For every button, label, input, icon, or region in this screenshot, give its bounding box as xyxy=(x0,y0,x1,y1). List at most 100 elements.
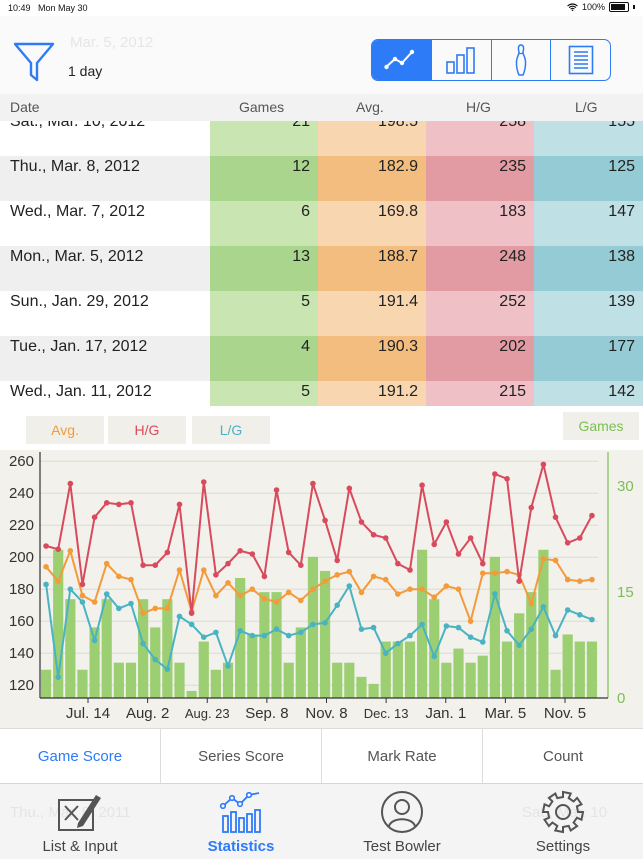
hg-point xyxy=(225,560,231,567)
lg-point xyxy=(116,605,122,612)
table-row[interactable]: Wed., Jan. 11, 2012 5 191.2 215 142 xyxy=(0,381,643,406)
lg-point xyxy=(188,621,195,628)
row-games: 5 xyxy=(210,291,318,336)
battery-icon xyxy=(609,2,629,12)
lg-point xyxy=(273,626,280,632)
y-tick-right: 30 xyxy=(617,478,634,495)
tab-game-score[interactable]: Game Score xyxy=(0,729,161,784)
range-label: 1 day xyxy=(68,63,103,79)
lg-point xyxy=(540,604,547,610)
filter-icon[interactable] xyxy=(12,40,56,84)
avg-point xyxy=(443,583,450,589)
lg-point xyxy=(419,621,425,628)
games-bar xyxy=(356,676,367,698)
header: Mar. 5, 2012 1 day xyxy=(0,16,643,94)
table-row[interactable]: Sat., Mar. 10, 2012 21 198.5 258 155 xyxy=(0,121,643,156)
lg-point xyxy=(516,642,522,648)
hg-point xyxy=(382,535,389,541)
games-bar xyxy=(162,599,173,698)
tab-statistics[interactable]: Statistics xyxy=(161,790,321,859)
hg-point xyxy=(407,567,413,573)
games-bar xyxy=(271,592,282,698)
view-segmented-control xyxy=(371,39,611,81)
list-view-button[interactable] xyxy=(551,40,610,80)
game-score-chart: 260 240 220 200 180 160 140 120 30 15 0 Jul. 14 Aug.… xyxy=(0,450,643,728)
bar-chart-icon xyxy=(446,47,475,74)
avg-point xyxy=(310,586,316,592)
hg-point xyxy=(79,581,86,588)
hg-point xyxy=(577,535,583,541)
avg-point xyxy=(358,589,365,596)
row-games: 13 xyxy=(210,246,318,291)
y-tick-left: 120 xyxy=(9,677,34,694)
lg-point xyxy=(310,621,316,628)
status-bar: 10:49 Mon May 30 100% xyxy=(0,0,643,16)
games-bar xyxy=(319,570,331,698)
legend-avg-toggle[interactable]: Avg. xyxy=(26,416,104,444)
table-header: Date Games Avg. H/G L/G xyxy=(0,94,643,121)
games-bar xyxy=(404,641,416,698)
table-row[interactable]: Wed., Mar. 7, 2012 6 169.8 183 147 xyxy=(0,201,643,246)
lg-point xyxy=(213,629,219,636)
hg-point xyxy=(91,514,98,520)
tab-mark-rate[interactable]: Mark Rate xyxy=(322,729,483,784)
table-row[interactable]: Thu., Mar. 8, 2012 12 182.9 235 125 xyxy=(0,156,643,201)
games-bar xyxy=(40,669,52,698)
pin-view-button[interactable] xyxy=(492,40,552,80)
lg-point xyxy=(237,628,243,634)
tab-series-score[interactable]: Series Score xyxy=(161,729,322,784)
bowling-pin-icon xyxy=(515,44,527,76)
games-bar xyxy=(150,627,161,698)
tab-test-bowler-label: Test Bowler xyxy=(363,838,441,855)
lg-point xyxy=(249,632,256,639)
tab-settings[interactable]: Settings xyxy=(483,790,643,859)
lg-point xyxy=(334,602,340,608)
row-lg: 139 xyxy=(534,291,643,336)
avg-series-line xyxy=(45,547,593,625)
row-games: 21 xyxy=(210,121,318,156)
bar-chart-view-button[interactable] xyxy=(432,40,492,80)
games-bar xyxy=(89,627,100,698)
hg-point xyxy=(395,560,401,567)
line-chart-view-button[interactable] xyxy=(372,40,432,80)
row-lg: 142 xyxy=(534,381,643,406)
lg-point xyxy=(504,628,510,634)
avg-point xyxy=(455,586,462,592)
avg-point xyxy=(249,586,256,592)
row-games: 5 xyxy=(210,381,318,406)
legend-lg-toggle[interactable]: L/G xyxy=(192,416,270,444)
avg-point xyxy=(589,576,595,583)
column-header-hg: H/G xyxy=(466,99,491,115)
hg-point xyxy=(346,485,353,492)
legend-games-toggle[interactable]: Games xyxy=(563,412,639,440)
games-bar xyxy=(429,599,440,698)
hg-point xyxy=(504,476,510,482)
games-bar xyxy=(465,662,476,698)
row-date: Sat., Mar. 10, 2012 xyxy=(0,121,210,156)
table-row[interactable]: Sun., Jan. 29, 2012 5 191.4 252 139 xyxy=(0,291,643,336)
lg-point xyxy=(67,586,74,592)
tab-count[interactable]: Count xyxy=(542,748,584,765)
table-row[interactable]: Mon., Mar. 5, 2012 13 188.7 248 138 xyxy=(0,246,643,291)
hg-point xyxy=(358,519,365,525)
document-list-icon xyxy=(568,45,593,75)
lg-point xyxy=(43,581,49,588)
x-tick-label: Jan. 1 xyxy=(425,705,466,722)
avg-point xyxy=(128,576,134,583)
x-tick-label: Aug. 2 xyxy=(126,705,169,722)
tab-test-bowler[interactable]: Test Bowler xyxy=(322,790,482,859)
legend-hg-toggle[interactable]: H/G xyxy=(108,416,186,444)
score-table[interactable]: Sat., Mar. 10, 2012 21 198.5 258 155 Thu… xyxy=(0,121,643,406)
hg-point xyxy=(455,551,462,557)
lg-point xyxy=(492,591,498,597)
lg-point xyxy=(577,612,583,618)
hg-point xyxy=(334,557,340,564)
games-bar xyxy=(247,634,258,698)
games-bar xyxy=(210,669,221,698)
table-row[interactable]: Tue., Jan. 17, 2012 4 190.3 202 177 xyxy=(0,336,643,381)
lg-point xyxy=(395,640,401,647)
tab-list-input[interactable]: List & Input xyxy=(0,790,160,859)
row-avg: 191.2 xyxy=(318,381,426,406)
hg-point xyxy=(188,610,195,616)
wifi-icon xyxy=(567,3,578,11)
